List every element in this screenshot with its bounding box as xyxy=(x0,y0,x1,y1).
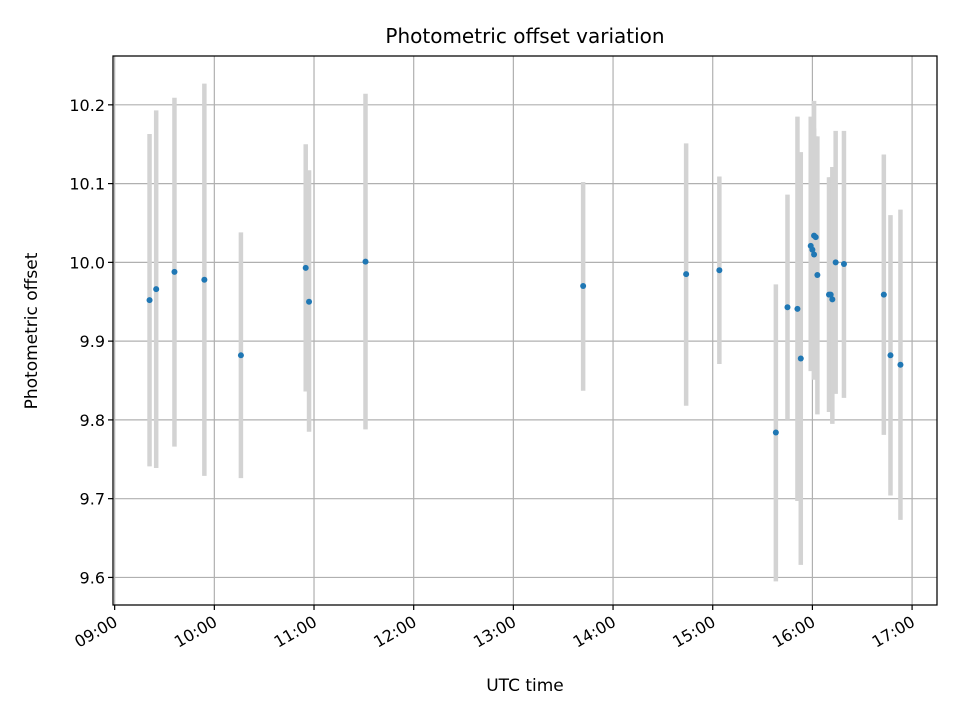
x-tick-label: 12:00 xyxy=(370,612,419,652)
data-point xyxy=(302,264,309,271)
data-point xyxy=(832,259,839,266)
x-tick-label: 15:00 xyxy=(669,612,718,652)
data-point xyxy=(880,291,887,298)
x-tick-label: 10:00 xyxy=(171,612,220,652)
y-tick-label: 9.7 xyxy=(80,490,105,509)
data-point xyxy=(797,355,804,362)
data-point xyxy=(683,271,690,278)
y-tick-label: 9.9 xyxy=(80,332,105,351)
data-point xyxy=(829,296,836,303)
data-point xyxy=(362,258,369,265)
y-tick-label: 10.1 xyxy=(69,175,105,194)
data-point xyxy=(153,286,160,293)
y-tick-label: 10.0 xyxy=(69,253,105,272)
data-point xyxy=(146,297,153,304)
x-tick-label: 09:00 xyxy=(71,612,120,652)
axis-ticks: 09:00 10:00 11:00 12:00 13:00 14:00 15:00 16:00… xyxy=(69,96,918,652)
error-bars xyxy=(147,83,903,582)
y-tick-label: 9.6 xyxy=(80,568,105,587)
data-point xyxy=(887,352,894,359)
data-point xyxy=(171,268,178,275)
data-point xyxy=(897,361,904,368)
y-tick-label: 9.8 xyxy=(80,411,105,430)
y-tick-label: 10.2 xyxy=(69,96,105,115)
data-point xyxy=(827,291,834,298)
chart-title: Photometric offset variation xyxy=(385,24,664,48)
data-point xyxy=(772,429,779,436)
x-tick-label: 11:00 xyxy=(271,612,320,652)
plot-area-frame xyxy=(112,55,938,606)
data-point xyxy=(306,298,313,305)
data-point xyxy=(840,260,847,267)
x-tick-label: 16:00 xyxy=(769,612,818,652)
x-tick-label: 13:00 xyxy=(470,612,519,652)
data-point xyxy=(812,234,819,241)
data-point xyxy=(809,246,816,253)
x-tick-label: 14:00 xyxy=(570,612,619,652)
y-axis-title: Photometric offset xyxy=(22,252,42,409)
data-point xyxy=(237,352,244,359)
data-point xyxy=(201,276,208,283)
data-points xyxy=(146,232,904,436)
data-point xyxy=(716,267,723,274)
data-point xyxy=(794,305,801,312)
data-point xyxy=(811,251,818,258)
data-point xyxy=(580,282,587,289)
data-point xyxy=(784,304,791,311)
x-tick-label: 17:00 xyxy=(869,612,918,652)
data-point xyxy=(814,271,821,278)
x-axis-title: UTC time xyxy=(486,676,564,696)
